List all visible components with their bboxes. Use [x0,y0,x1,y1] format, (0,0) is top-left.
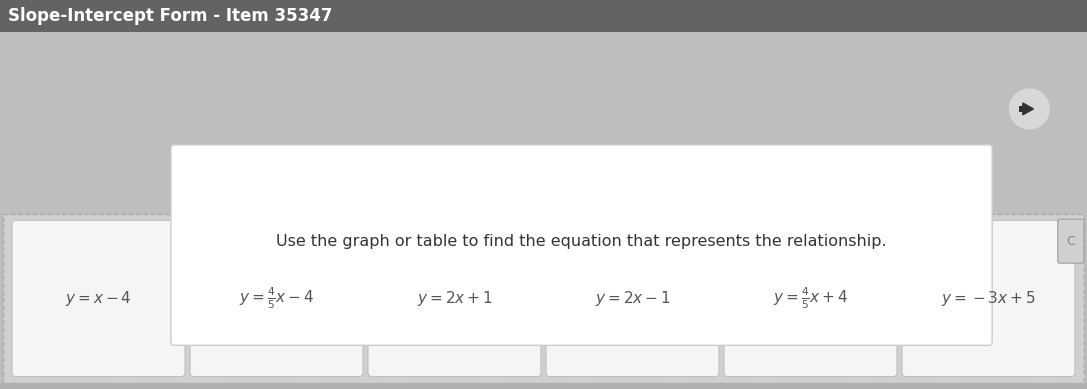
Text: Slope-Intercept Form - Item 35347: Slope-Intercept Form - Item 35347 [8,7,333,25]
FancyBboxPatch shape [902,221,1075,377]
FancyBboxPatch shape [546,221,719,377]
FancyBboxPatch shape [0,0,1087,32]
Polygon shape [1023,103,1034,115]
FancyBboxPatch shape [171,145,992,345]
FancyBboxPatch shape [368,221,541,377]
Text: $y = \frac{4}{5}x - 4$: $y = \frac{4}{5}x - 4$ [239,286,314,311]
Text: Use the graph or table to find the equation that represents the relationship.: Use the graph or table to find the equat… [276,233,887,249]
FancyBboxPatch shape [3,214,1084,383]
FancyBboxPatch shape [12,221,185,377]
Text: $y = 2x - 1$: $y = 2x - 1$ [595,289,671,308]
FancyBboxPatch shape [724,221,897,377]
FancyBboxPatch shape [0,383,1087,389]
Text: $y = -3x + 5$: $y = -3x + 5$ [941,289,1036,308]
FancyBboxPatch shape [190,221,363,377]
Text: C: C [1066,235,1075,248]
FancyBboxPatch shape [1058,219,1084,263]
FancyBboxPatch shape [1019,106,1023,112]
Text: $y = x - 4$: $y = x - 4$ [65,289,132,308]
Text: $y = \frac{4}{5}x + 4$: $y = \frac{4}{5}x + 4$ [773,286,848,311]
Circle shape [1008,88,1051,130]
Text: $y = 2x + 1$: $y = 2x + 1$ [416,289,492,308]
